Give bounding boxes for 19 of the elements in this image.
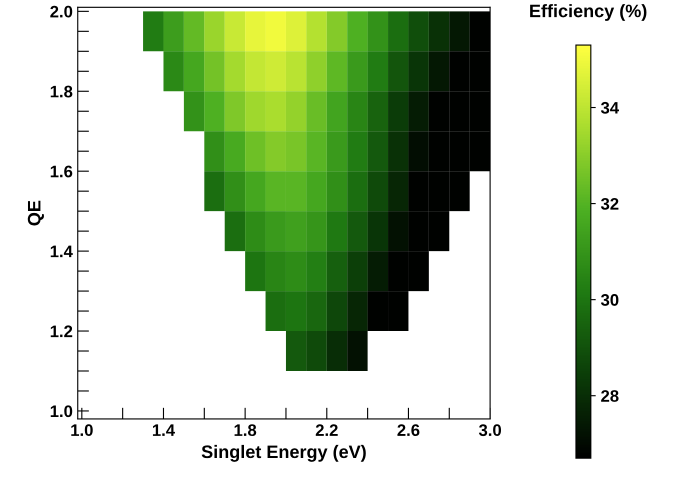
- x-tick-label: 1.8: [234, 424, 256, 436]
- color-bar-label: 34: [600, 102, 619, 114]
- x-axis-title: Singlet Energy (eV): [202, 444, 366, 462]
- y-tick-label: 1.2: [50, 325, 72, 338]
- y-tick-label: 2.0: [50, 6, 72, 18]
- y-tick-label: 1.8: [50, 86, 72, 98]
- color-bar-label: 28: [601, 390, 619, 402]
- x-tick-label: 2.6: [397, 424, 420, 436]
- y-tick-label: 1.6: [50, 166, 72, 178]
- color-bar-title: Efficiency (%): [530, 4, 646, 21]
- y-axis-title: QE: [28, 200, 44, 226]
- x-tick-label: 3.0: [478, 424, 501, 436]
- color-bar-label: 32: [600, 198, 618, 210]
- y-tick-label: 1.4: [50, 246, 73, 258]
- x-tick-label: 1.4: [152, 424, 175, 436]
- x-tick-label: 1.0: [71, 424, 93, 436]
- color-bar-label: 30: [600, 294, 618, 306]
- y-tick-label: 1.0: [50, 405, 72, 418]
- x-tick-label: 2.2: [316, 424, 338, 436]
